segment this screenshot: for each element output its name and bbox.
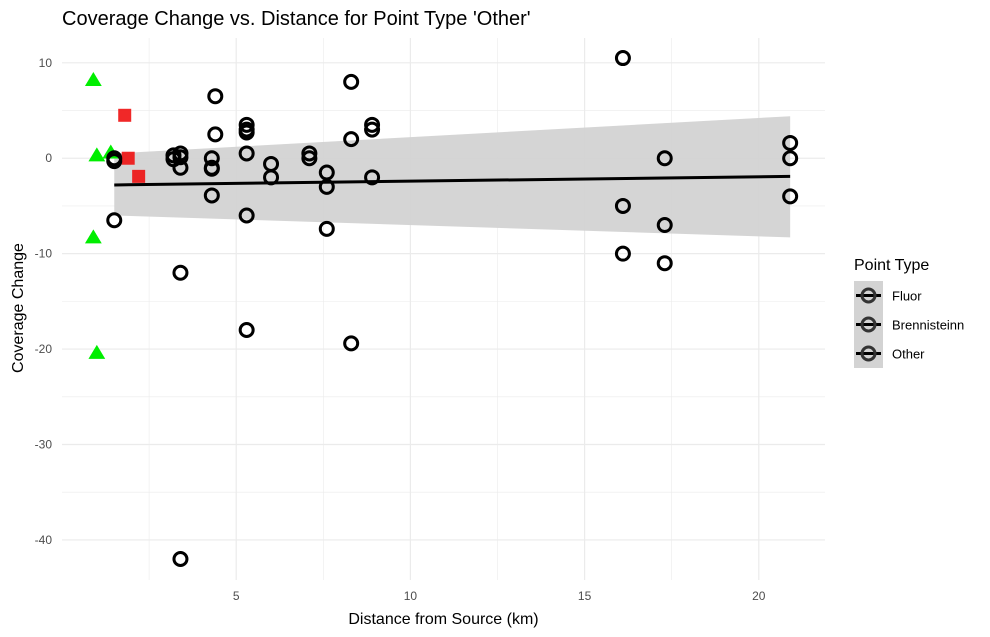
brennisteinn-point: [132, 169, 146, 183]
x-tick-label: 15: [578, 589, 592, 603]
other-point: [656, 217, 673, 234]
chart-title: Coverage Change vs. Distance for Point T…: [62, 8, 531, 30]
other-point: [172, 149, 189, 166]
trend-line: [114, 174, 791, 187]
other-point: [782, 188, 799, 205]
other-point: [614, 245, 631, 262]
brennisteinn-point: [118, 108, 132, 122]
other-point: [238, 145, 255, 162]
plot-area: 5 10 15 20 10 0 -10 -20 -30 -40: [35, 38, 825, 603]
legend-key-circle: [860, 287, 877, 304]
other-point: [207, 126, 224, 143]
other-point: [172, 159, 189, 176]
fluor-point: [84, 229, 102, 244]
other-point: [238, 321, 255, 338]
other-point: [106, 212, 123, 229]
legend-title: Point Type: [854, 257, 929, 274]
other-point: [203, 150, 220, 167]
fluor-point: [84, 71, 102, 86]
other-point: [364, 116, 381, 133]
legend-label: Fluor: [892, 289, 922, 304]
other-point: [203, 159, 220, 176]
legend-key-circle: [860, 316, 877, 333]
y-tick-label: 10: [39, 56, 53, 70]
other-point: [656, 150, 673, 167]
other-point: [343, 73, 360, 90]
other-point: [614, 50, 631, 67]
other-point: [318, 220, 335, 237]
other-point: [318, 178, 335, 195]
x-tick-label: 5: [233, 589, 240, 603]
other-point: [165, 147, 182, 164]
legend-key-circle: [860, 345, 877, 362]
other-point: [238, 124, 255, 141]
fluor-point: [88, 344, 106, 359]
other-point: [207, 88, 224, 105]
other-point: [238, 207, 255, 224]
other-point: [782, 150, 799, 167]
other-point: [782, 134, 799, 151]
y-tick-label: -30: [35, 438, 53, 452]
legend-label: Brennisteinn: [892, 318, 964, 333]
y-tick-label: 0: [45, 151, 52, 165]
other-point: [238, 116, 255, 133]
other-point: [614, 197, 631, 214]
other-point: [172, 551, 189, 568]
x-axis-title: Distance from Source (km): [348, 611, 538, 628]
legend-label: Other: [892, 347, 925, 362]
legend: Point Type Fluor Brennisteinn Other: [854, 257, 964, 368]
confidence-ribbon: [114, 116, 791, 238]
other-point: [364, 121, 381, 138]
other-point: [301, 145, 318, 162]
other-point: [364, 169, 381, 186]
other-point: [343, 131, 360, 148]
x-tick-label: 20: [752, 589, 766, 603]
other-point: [106, 153, 123, 170]
other-point: [203, 187, 220, 204]
other-point: [172, 264, 189, 281]
other-point: [656, 255, 673, 272]
y-tick-label: -40: [35, 533, 53, 547]
x-tick-label: 10: [404, 589, 418, 603]
other-point: [343, 335, 360, 352]
fluor-point: [88, 147, 106, 162]
brennisteinn-point: [121, 151, 135, 165]
other-point: [301, 150, 318, 167]
y-tick-label: -20: [35, 342, 53, 356]
y-axis-title: Coverage Change: [10, 243, 27, 373]
y-tick-label: -10: [35, 247, 53, 261]
